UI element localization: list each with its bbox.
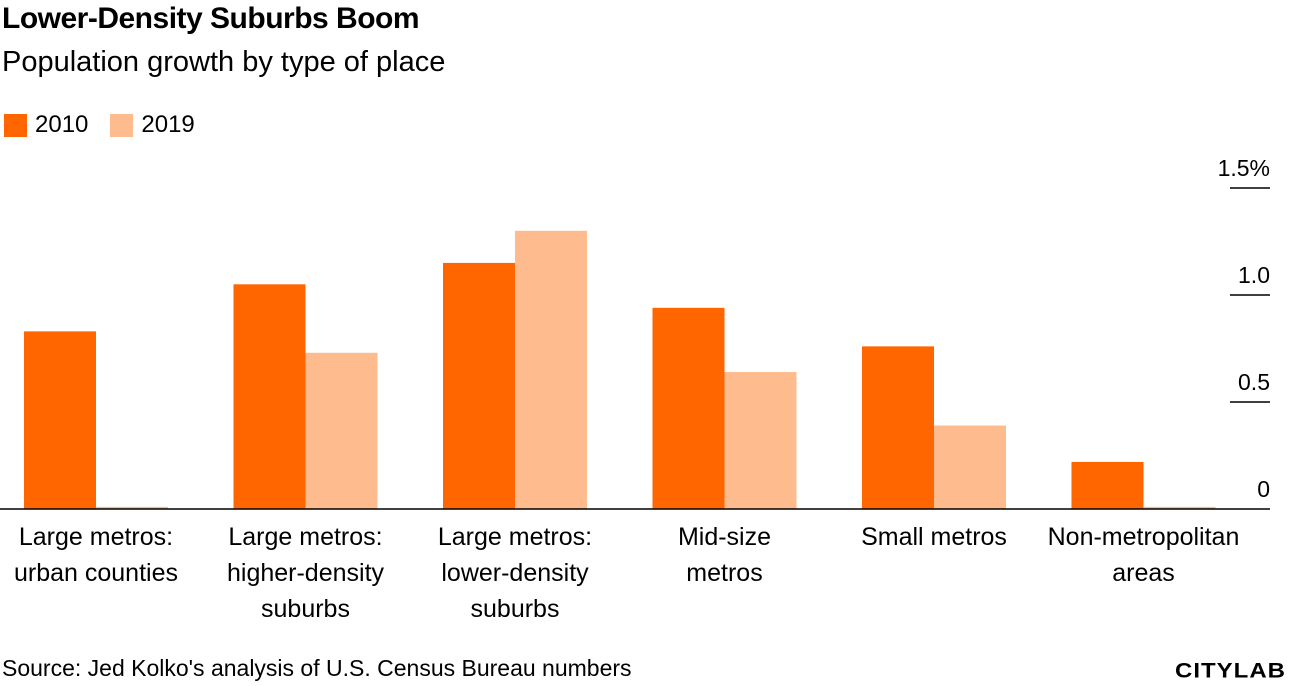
category-label: suburbs xyxy=(471,595,560,623)
bar-2010 xyxy=(443,262,515,509)
category-label: Large metros: xyxy=(438,523,592,551)
legend-item-2019: 2019 xyxy=(110,111,195,139)
y-tick-label: 0 xyxy=(1257,476,1270,502)
bar-2019 xyxy=(724,372,797,509)
citylab-logo: CITYLAB xyxy=(1175,658,1286,683)
bar-2019 xyxy=(305,352,378,509)
legend: 2010 2019 xyxy=(4,110,217,140)
legend-swatch-2019 xyxy=(110,113,134,137)
bar-2019 xyxy=(1143,506,1216,509)
category-label: metros xyxy=(686,559,762,587)
bar-chart: 0 0.5 1.0 1.5% Large metros: urban counties La… xyxy=(0,155,1270,623)
category-label: lower-density xyxy=(441,559,589,587)
bar-2010 xyxy=(233,284,306,509)
bar-2010 xyxy=(862,346,934,509)
chart-title: Lower-Density Suburbs Boom xyxy=(2,2,420,35)
bar-2010 xyxy=(652,307,725,509)
category-label: Mid-size xyxy=(678,523,771,551)
chart-subtitle: Population growth by type of place xyxy=(2,46,446,78)
category-label: Non-metropolitan xyxy=(1048,523,1240,551)
category-label: Small metros xyxy=(861,523,1007,551)
category-label: suburbs xyxy=(261,595,350,623)
y-tick-label: 1.0 xyxy=(1238,262,1270,288)
category-label: Large metros: xyxy=(19,523,173,551)
bar-2019 xyxy=(96,506,168,509)
legend-item-2010: 2010 xyxy=(4,111,88,139)
bar-2010 xyxy=(1071,461,1144,509)
legend-label-2019: 2019 xyxy=(141,111,195,138)
y-tick-label: 1.5% xyxy=(1218,155,1270,181)
source-note: Source: Jed Kolko's analysis of U.S. Cen… xyxy=(2,655,632,681)
bar-2010 xyxy=(24,331,96,509)
category-label: areas xyxy=(1112,559,1175,587)
category-label: urban counties xyxy=(14,559,178,587)
bar-2019 xyxy=(515,230,587,510)
bar-2019 xyxy=(934,425,1006,509)
legend-swatch-2010 xyxy=(4,113,27,137)
legend-label-2010: 2010 xyxy=(35,111,89,138)
y-tick-label: 0.5 xyxy=(1238,369,1270,395)
category-label: Large metros: xyxy=(228,523,382,551)
category-label: higher-density xyxy=(227,559,385,587)
